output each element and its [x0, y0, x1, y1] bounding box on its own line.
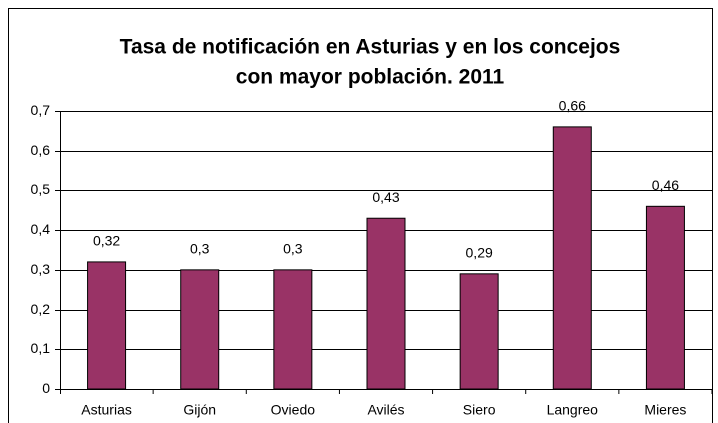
- data-label: 0,43: [372, 189, 399, 205]
- bar: [459, 273, 499, 390]
- data-label: 0,3: [283, 241, 303, 257]
- data-label: 0,32: [93, 233, 120, 249]
- y-tick-label: 0,4: [31, 221, 51, 237]
- bar: [87, 261, 127, 390]
- x-tick-label: Siero: [463, 402, 496, 418]
- data-label: 0,46: [652, 177, 679, 193]
- x-tick-label: Asturias: [81, 402, 132, 418]
- bar: [180, 269, 220, 390]
- x-tick-label: Oviedo: [271, 402, 316, 418]
- y-tick-label: 0,2: [31, 301, 51, 317]
- x-tick-label: Avilés: [367, 402, 404, 418]
- y-tick-label: 0,3: [31, 261, 51, 277]
- y-tick-label: 0,6: [31, 142, 51, 158]
- x-tick-label: Gijón: [183, 402, 216, 418]
- data-label: 0,66: [559, 98, 586, 114]
- bar: [273, 269, 313, 390]
- chart-title: con mayor población. 2011: [236, 66, 505, 89]
- y-tick-label: 0,1: [31, 340, 51, 356]
- data-label: 0,3: [190, 241, 210, 257]
- x-tick-label: Mieres: [644, 402, 686, 418]
- bar: [552, 126, 592, 390]
- bar: [366, 217, 406, 390]
- chart-title: Tasa de notificación en Asturias y en lo…: [120, 36, 621, 59]
- y-tick-label: 0,7: [31, 102, 51, 118]
- x-tick-label: Langreo: [547, 402, 599, 418]
- y-tick-label: 0,5: [31, 181, 51, 197]
- data-label: 0,29: [466, 245, 493, 261]
- bar: [645, 205, 685, 390]
- y-tick-label: 0: [42, 380, 50, 396]
